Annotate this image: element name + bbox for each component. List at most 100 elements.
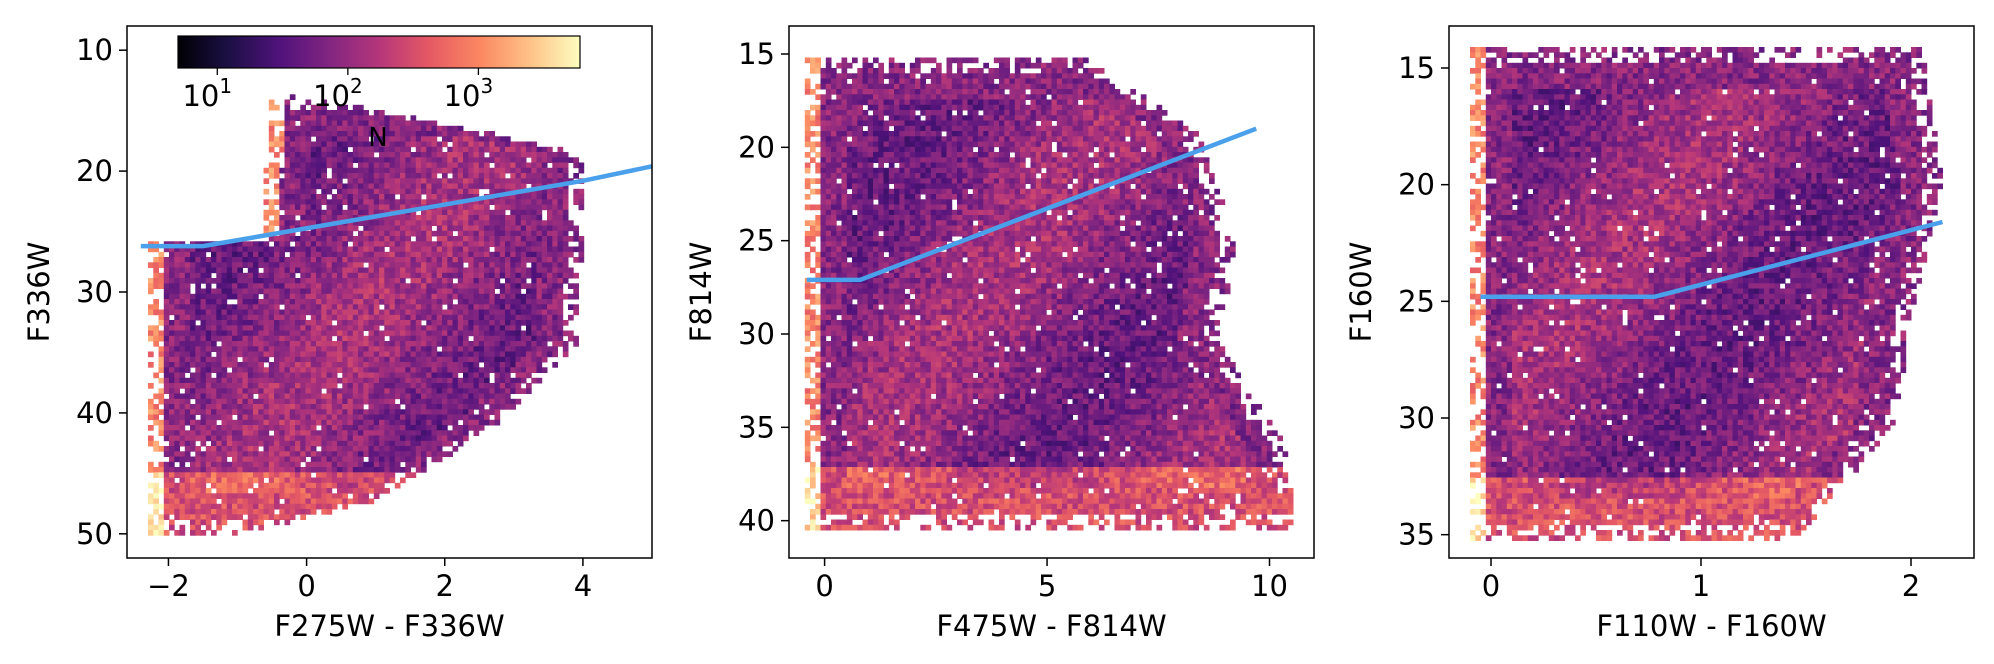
heatmap-cell	[447, 377, 453, 384]
heatmap-cell	[384, 430, 390, 436]
heatmap-cell	[221, 404, 228, 410]
heatmap-cell	[169, 456, 175, 463]
heatmap-cell	[358, 335, 364, 342]
heatmap-cell	[242, 393, 249, 400]
heatmap-cell	[342, 288, 348, 295]
heatmap-cell	[284, 146, 291, 153]
heatmap-cell	[295, 498, 301, 505]
heatmap-cell	[268, 209, 275, 216]
heatmap-cell	[473, 288, 480, 295]
heatmap-cell	[541, 257, 548, 263]
heatmap-cell	[268, 167, 275, 174]
heatmap-cell	[342, 115, 348, 121]
heatmap-cell	[999, 78, 1005, 85]
heatmap-cell	[452, 435, 459, 442]
heatmap-cell	[363, 498, 369, 505]
heatmap-cell	[562, 215, 569, 221]
heatmap-cell	[494, 204, 501, 211]
heatmap-cell	[436, 262, 443, 268]
heatmap-cell	[431, 341, 438, 347]
heatmap-cell	[373, 341, 380, 347]
heatmap-cell	[321, 404, 327, 410]
heatmap-cell	[169, 257, 175, 263]
heatmap-cell	[190, 325, 196, 331]
heatmap-cell	[200, 314, 207, 321]
heatmap-cell	[389, 141, 396, 148]
heatmap-cell	[520, 309, 527, 316]
heatmap-cell	[216, 482, 222, 489]
heatmap-cell	[373, 251, 380, 258]
heatmap-cell	[1067, 78, 1073, 85]
heatmap-cell	[179, 488, 186, 494]
heatmap-cell	[247, 456, 254, 463]
heatmap-cell	[337, 215, 343, 221]
heatmap-cell	[547, 251, 553, 258]
heatmap-cell	[562, 278, 569, 284]
heatmap-cell	[300, 215, 306, 221]
heatmap-cell	[363, 293, 369, 300]
heatmap-cell	[410, 230, 417, 237]
heatmap-cell	[836, 78, 842, 85]
heatmap-cell	[358, 409, 364, 415]
heatmap-cell	[321, 167, 327, 174]
heatmap-cell	[337, 183, 343, 190]
heatmap-cell	[363, 272, 369, 279]
heatmap-cell	[331, 262, 338, 268]
heatmap-cell	[342, 257, 348, 263]
heatmap-cell	[352, 419, 359, 426]
heatmap-cell	[536, 194, 543, 200]
heatmap-cell	[190, 393, 196, 400]
heatmap-cell	[284, 320, 291, 326]
heatmap-cell	[268, 173, 275, 179]
heatmap-cell	[331, 356, 338, 363]
heatmap-cell	[316, 503, 322, 510]
heatmap-cell	[221, 267, 228, 274]
heatmap-cell	[347, 251, 354, 258]
heatmap-cell	[520, 293, 527, 300]
heatmap-cell	[484, 299, 490, 305]
heatmap-cell	[468, 262, 474, 268]
heatmap-cell	[478, 272, 485, 279]
heatmap-cell	[300, 388, 306, 394]
heatmap-cell	[316, 341, 322, 347]
heatmap-cell	[379, 183, 385, 190]
heatmap-cell	[531, 362, 537, 368]
heatmap-cell	[326, 482, 333, 489]
heatmap-cell	[394, 251, 401, 258]
heatmap-cell	[321, 477, 327, 484]
heatmap-cell	[163, 377, 170, 384]
heatmap-cell	[253, 325, 259, 331]
heatmap-cell	[452, 367, 459, 373]
heatmap-cell	[253, 498, 259, 505]
heatmap-cell	[274, 120, 280, 127]
heatmap-cell	[557, 283, 564, 289]
heatmap-cell	[300, 372, 306, 379]
heatmap-cell	[358, 209, 364, 216]
heatmap-cell	[205, 367, 212, 373]
heatmap-cell	[305, 341, 312, 347]
heatmap-cell	[205, 262, 212, 268]
heatmap-cell	[452, 362, 459, 368]
heatmap-cell	[226, 251, 233, 258]
heatmap-cell	[253, 356, 259, 363]
heatmap-cell	[499, 393, 506, 400]
heatmap-cell	[489, 272, 495, 279]
heatmap-cell	[295, 351, 301, 358]
heatmap-cell	[305, 251, 312, 258]
heatmap-cell	[363, 446, 369, 452]
heatmap-cell	[436, 320, 443, 326]
heatmap-cell	[316, 272, 322, 279]
heatmap-cell	[169, 309, 175, 316]
heatmap-cell	[358, 183, 364, 190]
heatmap-cell	[337, 194, 343, 200]
heatmap-cell	[221, 398, 228, 405]
heatmap-cell	[578, 199, 585, 205]
heatmap-cell	[815, 57, 821, 64]
heatmap-cell	[510, 236, 516, 242]
heatmap-cell	[363, 267, 369, 274]
heatmap-cell	[363, 209, 369, 216]
heatmap-cell	[274, 451, 280, 457]
heatmap-cell	[389, 162, 396, 169]
heatmap-cell	[384, 278, 390, 284]
heatmap-cell	[247, 404, 254, 410]
